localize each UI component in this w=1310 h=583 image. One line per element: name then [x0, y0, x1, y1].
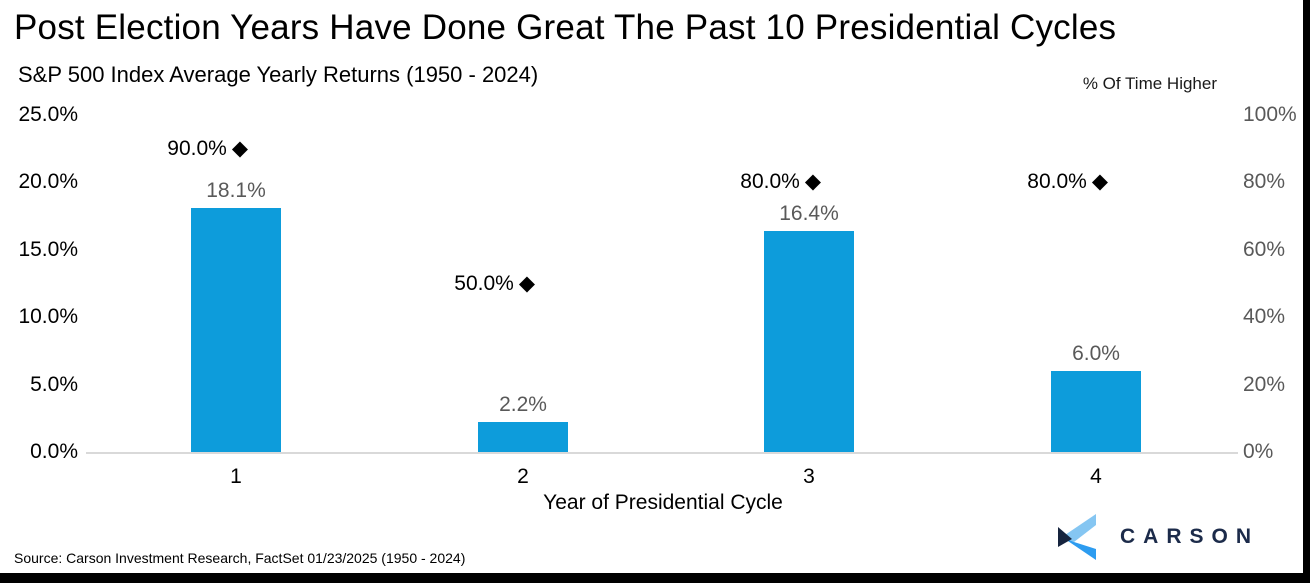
bar-value-label: 18.1%: [206, 179, 266, 202]
left-axis-tick: 10.0%: [18, 305, 78, 329]
pct-time-higher-label: 80.0% ◆: [641, 169, 821, 195]
carson-logo-icon: [1058, 514, 1096, 560]
page-title: Post Election Years Have Done Great The …: [14, 8, 1117, 47]
right-axis-tick: 0%: [1243, 440, 1274, 463]
left-axis-tick: 25.0%: [18, 103, 78, 126]
source-text: Source: Carson Investment Research, Fact…: [14, 550, 466, 566]
right-axis-title: % Of Time Higher: [1082, 74, 1217, 93]
carson-logo-text: CARSON: [1120, 525, 1260, 548]
pct-time-higher-value: 50.0%: [454, 271, 514, 295]
left-axis-tick: 5.0%: [30, 372, 78, 396]
right-axis-tick: 40%: [1243, 305, 1286, 329]
diamond-marker-icon: ◆: [231, 136, 248, 160]
x-axis-tick: 4: [1090, 465, 1102, 488]
left-axis-tick: 20.0%: [18, 170, 78, 194]
chart-subtitle: S&P 500 Index Average Yearly Returns (19…: [18, 62, 539, 87]
diamond-marker-icon: ◆: [518, 271, 535, 295]
right-border-strip: [1303, 0, 1310, 583]
bar-year-4: [1051, 371, 1141, 452]
bottom-border-strip: [0, 573, 1310, 583]
pct-time-higher-label: 90.0% ◆: [68, 136, 248, 162]
diamond-marker-icon: ◆: [804, 170, 821, 194]
left-axis-tick: 0.0%: [30, 440, 78, 463]
bar-value-label: 6.0%: [1072, 342, 1120, 366]
x-axis-title: Year of Presidential Cycle: [543, 491, 783, 514]
pct-time-higher-label: 50.0% ◆: [355, 271, 535, 297]
right-axis-tick: 100%: [1243, 103, 1297, 126]
bar-year-1: [191, 208, 281, 452]
x-axis-tick: 2: [517, 465, 529, 488]
right-axis-tick: 20%: [1243, 372, 1286, 396]
right-axis-tick: 80%: [1243, 170, 1286, 194]
bar-value-label: 16.4%: [779, 201, 839, 225]
right-axis-tick: 60%: [1243, 237, 1286, 261]
carson-logo: CARSON: [1058, 514, 1259, 560]
bar-value-label: 2.2%: [499, 393, 547, 417]
pct-time-higher-label: 80.0% ◆: [928, 169, 1108, 195]
pct-time-higher-value: 80.0%: [740, 170, 800, 194]
bar-year-3: [764, 230, 854, 452]
pct-time-higher-value: 90.0%: [167, 136, 227, 160]
diamond-marker-icon: ◆: [1091, 170, 1108, 194]
pct-time-higher-value: 80.0%: [1027, 170, 1087, 194]
x-axis-tick: 3: [803, 465, 815, 488]
left-axis-tick: 15.0%: [18, 237, 78, 261]
x-axis-baseline: [86, 452, 1238, 454]
x-axis-tick: 1: [230, 465, 242, 488]
bar-year-2: [478, 422, 568, 452]
